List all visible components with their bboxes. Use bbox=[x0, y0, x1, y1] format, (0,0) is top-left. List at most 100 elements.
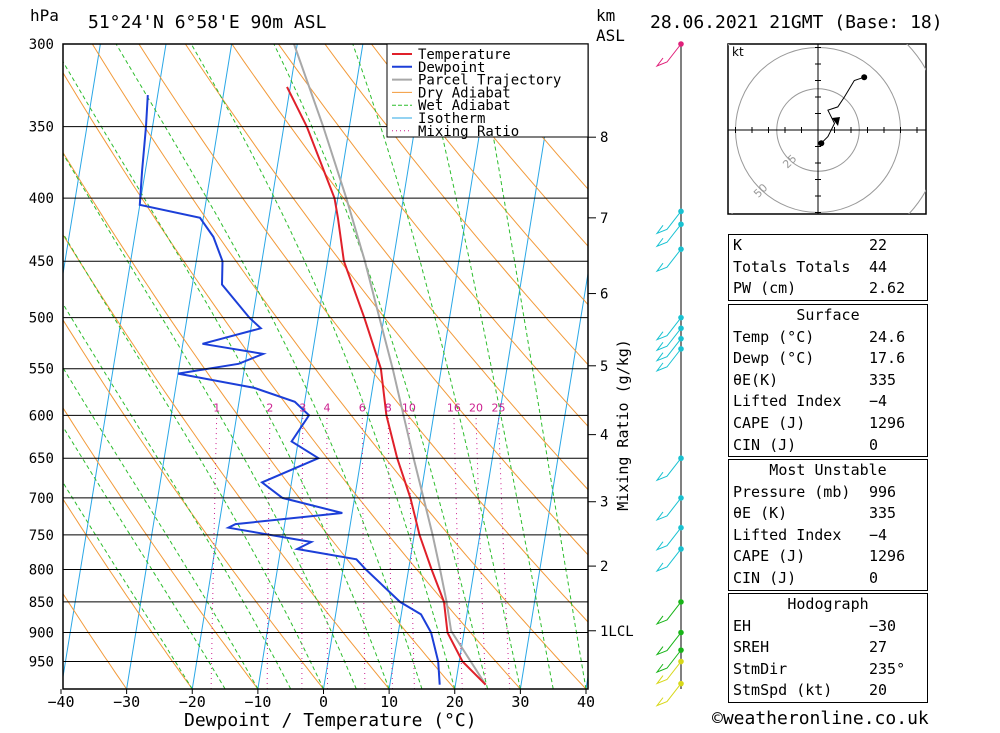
table-value: 2.62 bbox=[869, 279, 906, 298]
table-row: θE (K) 335 bbox=[729, 503, 927, 525]
mixing-ratio-label: 25 bbox=[491, 401, 505, 414]
x-tick-label: −40 bbox=[47, 693, 74, 711]
table-value: 20 bbox=[869, 681, 888, 700]
table-label: Pressure (mb) bbox=[733, 482, 851, 501]
table-label: StmSpd (kt) bbox=[733, 681, 833, 700]
table-value: 335 bbox=[869, 504, 897, 523]
pressure-tick-label: 900 bbox=[29, 626, 54, 642]
pressure-tick-label: 750 bbox=[29, 528, 54, 544]
dry-adiabat-line bbox=[63, 498, 193, 689]
table-row: PW (cm) 2.62 bbox=[729, 278, 927, 300]
table-title: Hodograph bbox=[787, 595, 869, 613]
table-label: Lifted Index bbox=[733, 392, 842, 411]
table-value: 17.6 bbox=[869, 349, 906, 368]
pressure-tick-label: 400 bbox=[29, 191, 54, 207]
table-label: Totals Totals bbox=[733, 257, 851, 276]
wind-barb bbox=[655, 632, 682, 656]
table-label: K bbox=[733, 236, 743, 254]
location-title: 51°24'N 6°58'E 90m ASL bbox=[88, 12, 327, 33]
wind-barb bbox=[655, 317, 682, 341]
hodograph-storm-dot bbox=[818, 140, 825, 147]
wind-barb bbox=[655, 601, 682, 626]
wind-barb bbox=[655, 683, 682, 707]
isotherm-line bbox=[63, 44, 101, 277]
hodograph-table: Hodograph EH −30 SREH 27 StmDir 235° StmSpd (kt… bbox=[728, 593, 928, 703]
plot-background bbox=[63, 44, 588, 689]
mixing-ratio-label: 10 bbox=[402, 401, 416, 414]
table-value: 22 bbox=[869, 236, 888, 254]
table-value: 996 bbox=[869, 482, 897, 501]
copyright: ©weatheronline.co.uk bbox=[712, 708, 929, 729]
table-row: K 22 bbox=[729, 235, 927, 257]
legend-label: Mixing Ratio bbox=[418, 124, 519, 140]
table-label: θE(K) bbox=[733, 370, 779, 389]
dry-adiabat-line bbox=[277, 44, 588, 428]
x-tick-label: 0 bbox=[319, 693, 328, 711]
mixing-ratio-label: 20 bbox=[469, 401, 483, 414]
wind-barb bbox=[655, 248, 682, 273]
mixing-ratio-axis-text: Mixing Ratio (g/kg) bbox=[614, 339, 632, 511]
km-tick-label: 8 bbox=[600, 130, 608, 146]
pressure-tick-label: 350 bbox=[29, 120, 54, 136]
x-axis-label: Dewpoint / Temperature (°C) bbox=[184, 710, 477, 731]
wet-adiabat-line bbox=[63, 481, 193, 689]
x-tick-label: 40 bbox=[577, 693, 595, 711]
km-tick-label: 2 bbox=[600, 559, 608, 575]
pressure-unit: hPa bbox=[30, 6, 59, 25]
table-label: EH bbox=[733, 616, 752, 635]
table-value: 1296 bbox=[869, 413, 906, 432]
table-row: StmSpd (kt) 20 bbox=[729, 680, 927, 702]
table-value: 44 bbox=[869, 257, 888, 276]
table-label: CAPE (J) bbox=[733, 413, 806, 432]
hodograph-unit: kt bbox=[732, 45, 744, 59]
wind-barb bbox=[655, 43, 682, 68]
table-label: Temp (°C) bbox=[733, 327, 815, 346]
table-title: Most Unstable bbox=[769, 461, 887, 479]
wind-barb bbox=[655, 327, 682, 352]
isotherm-line bbox=[519, 270, 588, 689]
table-row: Dewp (°C) 17.6 bbox=[729, 348, 927, 370]
x-tick-label: 10 bbox=[380, 693, 398, 711]
km-tick-label: 5 bbox=[600, 359, 608, 375]
wind-barb bbox=[655, 661, 682, 685]
hodograph-end-dot bbox=[861, 74, 868, 81]
table-label: CIN (J) bbox=[733, 435, 797, 454]
table-row: Pressure (mb) 996 bbox=[729, 482, 927, 504]
table-value: 24.6 bbox=[869, 327, 906, 346]
legend-label: Temperature bbox=[418, 47, 511, 63]
pressure-tick-label: 550 bbox=[29, 362, 54, 378]
table-row: CAPE (J) 1296 bbox=[729, 413, 927, 435]
legend-label: Dry Adiabat bbox=[418, 85, 511, 101]
dry-adiabat-line bbox=[371, 44, 588, 306]
km-tick-label: 3 bbox=[600, 495, 608, 511]
wind-barb bbox=[655, 211, 682, 235]
table-value: 235° bbox=[869, 659, 906, 678]
km-tick-label: 6 bbox=[600, 287, 608, 303]
table-row: Lifted Index −4 bbox=[729, 525, 927, 547]
most-unstable-table: Most Unstable Pressure (mb) 996 θE (K) 335 Li… bbox=[728, 459, 928, 591]
table-value: 27 bbox=[869, 638, 888, 657]
mixing-ratio-label: 6 bbox=[359, 401, 366, 414]
mixing-ratio-label: 3 bbox=[299, 401, 306, 414]
pressure-tick-label: 650 bbox=[29, 451, 54, 467]
plot-area bbox=[63, 44, 588, 689]
pressure-tick-label: 700 bbox=[29, 491, 54, 507]
table-value: −4 bbox=[869, 525, 888, 544]
hodograph-box bbox=[727, 43, 927, 215]
table-value: −4 bbox=[869, 392, 888, 411]
wind-barb bbox=[655, 649, 682, 674]
temperature-line bbox=[286, 86, 487, 686]
km-label: km bbox=[596, 6, 616, 25]
dry-adiabat-line bbox=[417, 44, 588, 247]
table-row: CIN (J) 0 bbox=[729, 435, 927, 457]
hodograph-trace bbox=[820, 76, 865, 144]
table-value: 0 bbox=[869, 435, 879, 454]
isotherm-line bbox=[257, 44, 364, 689]
table-value: −30 bbox=[869, 616, 897, 635]
wind-barb bbox=[655, 457, 682, 482]
table-row: θE(K) 335 bbox=[729, 370, 927, 392]
pressure-tick-label: 450 bbox=[29, 254, 54, 270]
pressure-tick-label: 500 bbox=[29, 311, 54, 327]
